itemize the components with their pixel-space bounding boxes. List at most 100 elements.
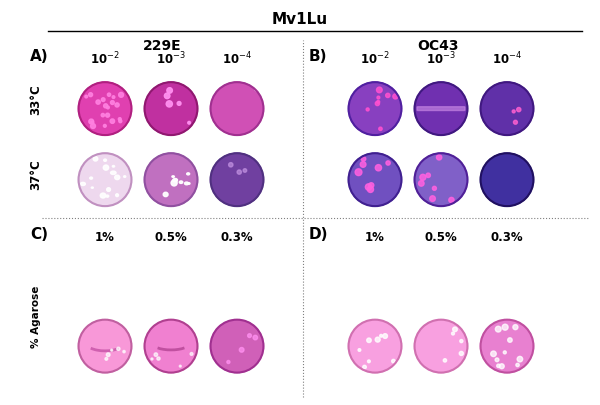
- Ellipse shape: [187, 173, 190, 175]
- Circle shape: [211, 154, 263, 207]
- Circle shape: [355, 169, 362, 176]
- Text: 1%: 1%: [365, 231, 385, 244]
- Ellipse shape: [115, 176, 120, 180]
- Circle shape: [452, 332, 454, 335]
- Circle shape: [101, 114, 104, 117]
- Circle shape: [418, 181, 424, 187]
- Circle shape: [211, 83, 263, 136]
- Text: 0.3%: 0.3%: [221, 231, 253, 244]
- Circle shape: [516, 363, 519, 367]
- Circle shape: [110, 350, 113, 351]
- Ellipse shape: [107, 188, 110, 192]
- Circle shape: [248, 334, 251, 338]
- Text: 10$^{-3}$: 10$^{-3}$: [156, 51, 186, 67]
- Circle shape: [145, 320, 197, 373]
- Circle shape: [166, 102, 172, 108]
- Ellipse shape: [100, 194, 106, 198]
- Circle shape: [508, 338, 512, 343]
- Text: 10$^{-4}$: 10$^{-4}$: [222, 51, 252, 67]
- Circle shape: [386, 162, 390, 166]
- Circle shape: [517, 356, 523, 362]
- Circle shape: [495, 358, 499, 362]
- Circle shape: [497, 364, 500, 368]
- Text: 10$^{-2}$: 10$^{-2}$: [360, 51, 390, 67]
- Ellipse shape: [179, 181, 183, 184]
- Circle shape: [366, 109, 369, 112]
- Circle shape: [349, 83, 401, 136]
- Circle shape: [254, 87, 260, 92]
- Circle shape: [496, 326, 501, 332]
- Circle shape: [91, 122, 94, 125]
- Text: % Agarose: % Agarose: [31, 285, 41, 347]
- Circle shape: [375, 102, 380, 107]
- Circle shape: [167, 88, 172, 94]
- Circle shape: [151, 358, 153, 360]
- Circle shape: [107, 107, 109, 110]
- Ellipse shape: [93, 157, 98, 162]
- Circle shape: [110, 119, 115, 124]
- Circle shape: [491, 351, 496, 357]
- Circle shape: [123, 351, 125, 353]
- Circle shape: [420, 175, 426, 181]
- Circle shape: [106, 114, 110, 118]
- Text: 229E: 229E: [143, 38, 181, 52]
- Circle shape: [258, 81, 265, 89]
- Text: 1%: 1%: [95, 231, 115, 244]
- Circle shape: [227, 360, 230, 364]
- Circle shape: [107, 94, 110, 97]
- Circle shape: [502, 324, 508, 330]
- Circle shape: [481, 83, 533, 136]
- Circle shape: [79, 83, 131, 136]
- Circle shape: [103, 125, 106, 128]
- Circle shape: [426, 174, 430, 178]
- Ellipse shape: [106, 196, 109, 198]
- Circle shape: [154, 353, 158, 356]
- Circle shape: [360, 162, 366, 168]
- Circle shape: [91, 124, 95, 129]
- Text: 37°C: 37°C: [29, 159, 43, 190]
- Circle shape: [377, 101, 380, 104]
- Text: 0.3%: 0.3%: [491, 231, 523, 244]
- Circle shape: [379, 128, 382, 131]
- Circle shape: [363, 365, 367, 369]
- Circle shape: [119, 93, 124, 98]
- Ellipse shape: [91, 188, 94, 189]
- Circle shape: [517, 108, 521, 113]
- Circle shape: [157, 357, 160, 360]
- Circle shape: [459, 352, 463, 356]
- Text: B): B): [309, 49, 328, 64]
- Circle shape: [377, 88, 382, 94]
- Circle shape: [164, 94, 170, 99]
- Circle shape: [386, 94, 390, 98]
- Circle shape: [179, 365, 181, 367]
- Circle shape: [512, 111, 515, 114]
- Circle shape: [499, 364, 504, 369]
- Circle shape: [377, 97, 380, 100]
- Circle shape: [393, 95, 398, 100]
- Ellipse shape: [173, 179, 178, 182]
- Circle shape: [481, 320, 533, 373]
- Circle shape: [349, 320, 401, 373]
- Ellipse shape: [187, 183, 190, 185]
- Circle shape: [367, 187, 374, 193]
- Circle shape: [190, 353, 193, 356]
- Text: 33°C: 33°C: [29, 84, 43, 115]
- Circle shape: [380, 335, 382, 337]
- Circle shape: [118, 118, 121, 121]
- Circle shape: [145, 154, 197, 207]
- Circle shape: [237, 171, 241, 175]
- Circle shape: [375, 165, 382, 171]
- Circle shape: [112, 96, 115, 99]
- Circle shape: [96, 101, 100, 105]
- Ellipse shape: [124, 176, 126, 178]
- Text: OC43: OC43: [417, 38, 459, 52]
- Circle shape: [117, 347, 120, 351]
- Ellipse shape: [185, 183, 188, 185]
- Ellipse shape: [80, 183, 85, 186]
- Ellipse shape: [103, 166, 109, 171]
- Circle shape: [383, 334, 388, 339]
- Circle shape: [375, 337, 380, 342]
- Circle shape: [105, 358, 108, 360]
- Ellipse shape: [172, 177, 175, 178]
- Circle shape: [211, 320, 263, 373]
